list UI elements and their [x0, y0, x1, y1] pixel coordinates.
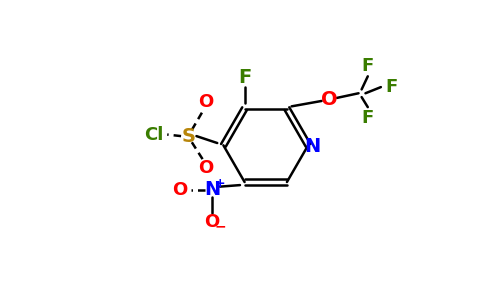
Text: O: O [198, 159, 213, 177]
Text: F: F [238, 68, 251, 87]
Text: N: N [304, 137, 320, 156]
Text: S: S [182, 127, 196, 146]
Text: Cl: Cl [144, 126, 163, 144]
Text: −: − [214, 220, 226, 234]
Text: O: O [205, 213, 220, 231]
Text: F: F [362, 109, 374, 127]
Text: F: F [386, 78, 398, 96]
Text: O: O [321, 90, 338, 109]
Text: O: O [198, 93, 213, 111]
Text: F: F [362, 56, 374, 74]
Text: +: + [214, 177, 225, 190]
Text: N: N [204, 180, 220, 199]
Text: O: O [172, 181, 187, 199]
